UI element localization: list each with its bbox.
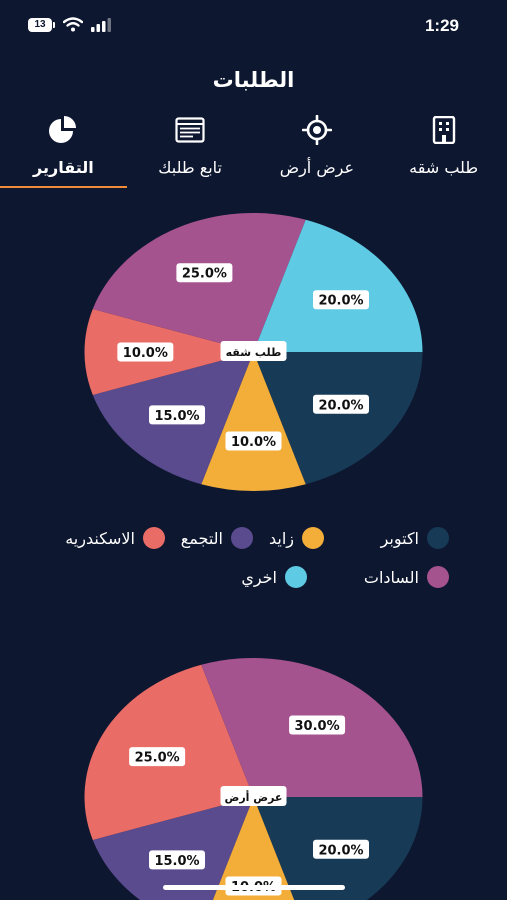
pie-slice xyxy=(92,212,306,352)
svg-text:15.0%: 15.0% xyxy=(154,409,199,424)
svg-text:20.0%: 20.0% xyxy=(318,843,363,858)
svg-text:25.0%: 25.0% xyxy=(182,267,227,282)
tab-reports[interactable]: التقارير xyxy=(0,108,127,190)
legend-label: التجمع xyxy=(180,528,223,548)
legend-label: السادات xyxy=(363,567,419,587)
pie-chart-apartment-requests: 20.0% 10.0% 15.0% 10.0% 25.0% 20.0% طلب شقه xyxy=(84,212,423,492)
legend-dot xyxy=(427,566,449,588)
slice-value-label: 25.0% xyxy=(129,747,186,767)
svg-text:10.0%: 10.0% xyxy=(231,435,276,450)
slice-value-label: 20.0% xyxy=(313,394,370,414)
legend-label: زايد xyxy=(268,528,294,548)
tab-bar: طلب شقه عرض أرض تابع طلبك xyxy=(0,108,507,190)
legend-item-zayed: زايد xyxy=(269,527,324,549)
tab-label: تابع طلبك xyxy=(158,158,222,177)
home-indicator xyxy=(163,885,345,890)
slice-value-label: 20.0% xyxy=(313,839,370,859)
legend-item-other: اخري xyxy=(241,566,307,588)
battery-icon: 13 xyxy=(28,17,55,32)
status-bar: 13 1:29 xyxy=(0,0,507,56)
legend-dot xyxy=(302,527,324,549)
battery-level: 13 xyxy=(34,19,46,30)
slice-value-label: 10.0% xyxy=(117,342,174,362)
svg-text:10.0%: 10.0% xyxy=(123,346,168,361)
svg-text:15.0%: 15.0% xyxy=(154,854,199,869)
page-title: الطلبات xyxy=(212,68,295,92)
document-list-icon xyxy=(175,117,205,143)
pie-center-label: طلب شقه xyxy=(220,341,287,361)
slice-value-label: 15.0% xyxy=(149,850,206,870)
active-tab-indicator xyxy=(0,186,127,188)
pie-center-label: عرض أرض xyxy=(220,786,287,806)
slice-value-label: 30.0% xyxy=(289,715,346,735)
legend-item-alexandria: الاسكندريه xyxy=(65,527,165,549)
signal-icon xyxy=(91,17,111,32)
legend-dot xyxy=(143,527,165,549)
slice-value-label: 25.0% xyxy=(176,263,233,283)
pie-slice xyxy=(253,352,423,485)
slice-value-label: 20.0% xyxy=(313,290,370,310)
legend-dot xyxy=(231,527,253,549)
pie-slice xyxy=(212,797,295,900)
wifi-icon xyxy=(63,17,83,32)
svg-text:25.0%: 25.0% xyxy=(135,751,180,766)
legend-item-tagamoa: التجمع xyxy=(181,527,253,549)
legend-item-sadat: السادات xyxy=(364,566,449,588)
legend-dot xyxy=(285,566,307,588)
pie-slice xyxy=(201,352,306,492)
tab-track-request[interactable]: تابع طلبك xyxy=(127,108,254,190)
tab-label: طلب شقه xyxy=(409,158,479,177)
status-icons: 13 xyxy=(28,17,111,32)
svg-text:20.0%: 20.0% xyxy=(318,294,363,309)
slice-value-label: 10.0% xyxy=(225,431,282,451)
legend-dot xyxy=(427,527,449,549)
pie-slice xyxy=(92,797,254,900)
tab-label: التقارير xyxy=(33,158,94,177)
tab-land-offer[interactable]: عرض أرض xyxy=(254,108,381,190)
status-time: 1:29 xyxy=(424,16,459,35)
chart-legend: اكتوبر زايد التجمع الاسكندريه السادات اخ… xyxy=(0,525,507,595)
svg-text:عرض أرض: عرض أرض xyxy=(225,790,283,804)
legend-item-october: اكتوبر xyxy=(381,527,449,549)
legend-label: اكتوبر xyxy=(380,528,419,548)
pie-chart-icon xyxy=(49,116,77,143)
svg-text:30.0%: 30.0% xyxy=(295,719,340,734)
svg-text:طلب شقه: طلب شقه xyxy=(226,346,282,359)
location-target-icon xyxy=(301,115,332,145)
tab-apartment-request[interactable]: طلب شقه xyxy=(380,108,507,190)
svg-text:20.0%: 20.0% xyxy=(318,398,363,413)
building-icon xyxy=(432,116,455,144)
slice-value-label: 15.0% xyxy=(149,405,206,425)
legend-label: اخري xyxy=(241,567,277,587)
pie-chart-land-offers: 20.0%10.0%15.0%25.0%30.0%عرض أرض xyxy=(84,657,423,900)
tab-label: عرض أرض xyxy=(279,158,355,177)
pie-slice xyxy=(253,219,423,352)
legend-label: الاسكندريه xyxy=(65,528,135,548)
